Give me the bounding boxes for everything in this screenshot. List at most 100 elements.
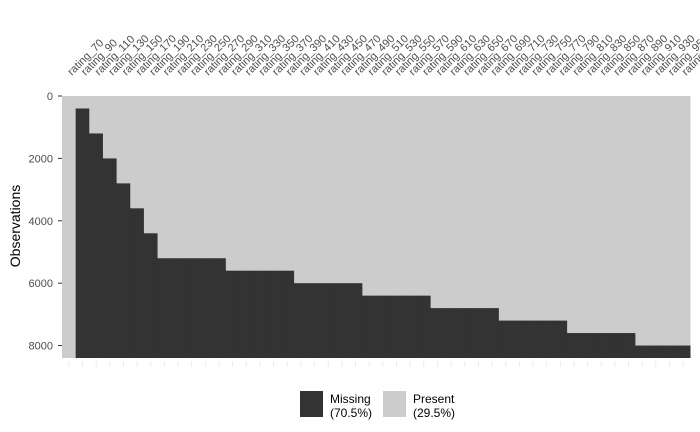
cell-present-rating_790 (553, 96, 568, 321)
cell-present-rating_770 (539, 96, 554, 321)
cell-missing-rating_290 (212, 258, 227, 358)
cell-present-rating_470 (335, 96, 350, 284)
cell-present-rating_650 (457, 96, 473, 309)
y-tick-label-8000: 8000 (29, 341, 53, 353)
cell-present-rating_190 (143, 96, 159, 234)
cell-present-rating_710 (498, 96, 514, 321)
cell-present-rating_210 (157, 96, 172, 259)
cell-missing-rating_630 (444, 308, 459, 358)
cell-present-rating_90 (75, 96, 90, 109)
cell-missing-rating_350 (253, 270, 268, 358)
cell-present-rating_630 (444, 96, 459, 309)
cell-present-rating_70 (62, 96, 77, 358)
cell-present-rating_750 (526, 96, 541, 321)
cell-present-rating_590 (416, 96, 432, 296)
cell-present-rating_570 (403, 96, 418, 296)
cell-present-rating_290 (212, 96, 227, 259)
cell-missing-rating_950 (662, 345, 677, 358)
legend-pct-present: (29.5%) (413, 406, 455, 420)
cell-missing-rating_470 (335, 283, 350, 358)
cell-missing-rating_170 (130, 208, 145, 358)
column-labels: rating_70rating_90rating_110rating_130ra… (65, 33, 700, 78)
cell-present-rating_730 (512, 96, 527, 321)
cell-present-rating_810 (567, 96, 582, 334)
y-tick-label-0: 0 (47, 91, 53, 103)
cell-missing-rating_590 (416, 295, 432, 358)
cell-present-rating_690 (485, 96, 500, 309)
cell-missing-rating_530 (376, 295, 391, 358)
cell-present-rating_310 (225, 96, 240, 271)
cell-missing-rating_90 (75, 108, 90, 358)
cell-present-rating_930 (649, 96, 664, 346)
cell-missing-rating_390 (280, 270, 295, 358)
cell-present-rating_670 (471, 96, 486, 309)
x-axis-ticks (68, 361, 684, 367)
cell-present-rating_950 (662, 96, 677, 346)
cell-missing-rating_850 (594, 333, 609, 358)
legend: Missing (70.5%) Present (29.5%) (300, 391, 455, 420)
cell-present-rating_350 (253, 96, 268, 271)
cell-missing-rating_370 (266, 270, 281, 358)
cell-missing-rating_330 (239, 270, 254, 358)
cell-present-rating_170 (130, 96, 145, 209)
cell-missing-rating_610 (430, 308, 445, 358)
cell-present-rating_890 (621, 96, 636, 334)
cell-missing-rating_670 (471, 308, 486, 358)
cell-present-rating_270 (198, 96, 213, 259)
cell-missing-rating_770 (539, 320, 554, 358)
cell-present-rating_870 (608, 96, 623, 334)
cell-missing-rating_750 (526, 320, 541, 358)
y-axis-title: Observations (7, 185, 23, 267)
cell-present-rating_370 (266, 96, 281, 271)
cell-missing-rating_510 (362, 295, 377, 358)
cell-present-rating_130 (102, 96, 118, 159)
cell-present-rating_970 (676, 96, 691, 346)
cell-missing-rating_930 (649, 345, 664, 358)
cell-present-rating_830 (580, 96, 595, 334)
cell-missing-rating_910 (635, 345, 650, 358)
cell-missing-rating_710 (498, 320, 514, 358)
cell-missing-rating_430 (307, 283, 322, 358)
y-tick-label-6000: 6000 (29, 278, 53, 290)
y-tick-label-4000: 4000 (29, 216, 53, 228)
cell-missing-rating_570 (403, 295, 418, 358)
legend-label-present: Present (413, 392, 455, 406)
cell-missing-rating_730 (512, 320, 527, 358)
cell-missing-rating_550 (389, 295, 404, 358)
cell-missing-rating_790 (553, 320, 568, 358)
cell-missing-rating_810 (567, 333, 582, 358)
cell-missing-rating_890 (621, 333, 636, 358)
cell-missing-rating_130 (102, 158, 118, 358)
cell-missing-rating_830 (580, 333, 595, 358)
cell-missing-rating_970 (676, 345, 691, 358)
y-axis: 0 2000 4000 6000 8000 (29, 91, 62, 353)
legend-label-missing: Missing (330, 392, 371, 406)
cell-missing-rating_150 (116, 183, 131, 358)
cell-present-rating_230 (171, 96, 186, 259)
cell-missing-rating_690 (485, 308, 500, 358)
cell-present-rating_250 (184, 96, 200, 259)
cell-missing-rating_410 (294, 283, 309, 358)
cell-missing-rating_450 (321, 283, 336, 358)
cell-present-rating_530 (376, 96, 391, 296)
legend-pct-missing: (70.5%) (330, 406, 372, 420)
cell-missing-rating_210 (157, 258, 172, 358)
cell-present-rating_550 (389, 96, 404, 296)
cell-missing-rating_270 (198, 258, 213, 358)
legend-swatch-missing (300, 391, 323, 417)
y-tick-label-2000: 2000 (29, 153, 53, 165)
cell-present-rating_150 (116, 96, 131, 184)
cell-missing-rating_110 (89, 133, 104, 358)
cell-missing-rating_250 (184, 258, 200, 358)
heatmap-cells (62, 96, 691, 358)
cell-missing-rating_190 (143, 233, 159, 358)
cell-present-rating_410 (294, 96, 309, 284)
cell-missing-rating_490 (348, 283, 363, 358)
cell-present-rating_330 (239, 96, 254, 271)
cell-present-rating_430 (307, 96, 322, 284)
cell-present-rating_390 (280, 96, 295, 271)
cell-present-rating_490 (348, 96, 363, 284)
cell-present-rating_850 (594, 96, 609, 334)
cell-present-rating_510 (362, 96, 377, 296)
